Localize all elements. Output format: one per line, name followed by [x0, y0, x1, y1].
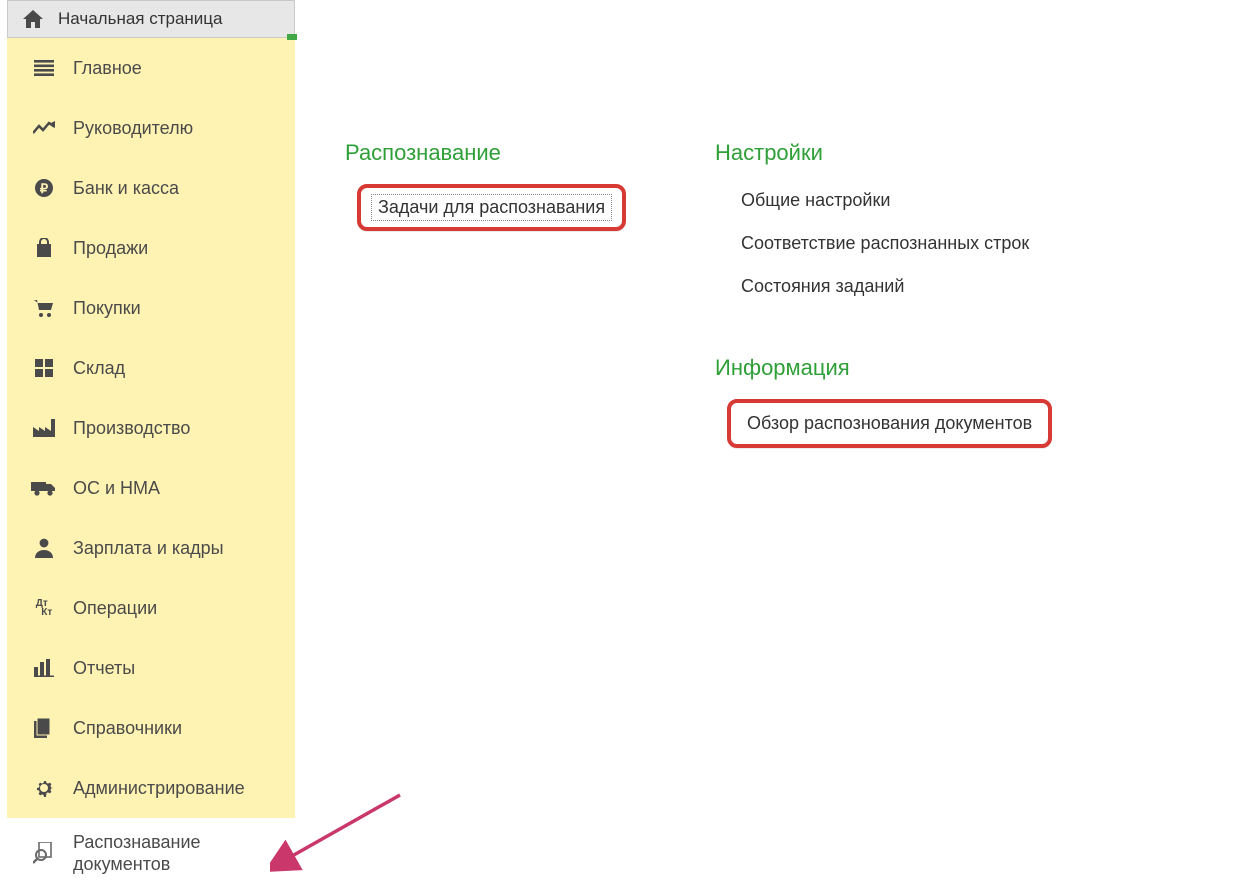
column-recognition: Распознавание Задачи для распознавания: [345, 140, 665, 490]
link-line-mapping[interactable]: Соответствие распознанных строк: [733, 227, 1037, 260]
sidebar-item-sales[interactable]: Продажи: [7, 218, 295, 278]
factory-icon: [31, 419, 57, 437]
sidebar-nav: Главное Руководителю ₽ Банк и касса: [7, 38, 295, 818]
ruble-icon: ₽: [31, 178, 57, 198]
sidebar-item-director[interactable]: Руководителю: [7, 98, 295, 158]
link-general-settings[interactable]: Общие настройки: [733, 184, 898, 217]
sidebar-item-label: Главное: [73, 58, 142, 79]
gear-icon: [31, 778, 57, 798]
sidebar-item-catalogs[interactable]: Справочники: [7, 698, 295, 758]
sidebar-item-hr[interactable]: Зарплата и кадры: [7, 518, 295, 578]
sidebar-item-label: Производство: [73, 418, 190, 439]
sidebar-item-label: Руководителю: [73, 118, 193, 139]
sidebar-item-label: Операции: [73, 598, 157, 619]
person-icon: [31, 538, 57, 558]
app-root: Начальная страница Главное Руководителю: [0, 0, 1240, 888]
link-task-states[interactable]: Состояния заданий: [733, 270, 912, 303]
bag-icon: [31, 238, 57, 258]
highlight-box: Обзор распознования документов: [727, 399, 1052, 448]
trend-icon: [31, 121, 57, 135]
sidebar-item-label: Покупки: [73, 298, 141, 319]
sidebar-tail: Распознавание документов: [7, 818, 295, 888]
sidebar-item-label: Банк и касса: [73, 178, 179, 199]
books-icon: [31, 718, 57, 738]
sidebar-item-purchases[interactable]: Покупки: [7, 278, 295, 338]
grid-icon: [31, 359, 57, 377]
cart-icon: [31, 299, 57, 317]
sidebar-item-label: Отчеты: [73, 658, 135, 679]
section-info: Информация Обзор распознования документо…: [715, 355, 1052, 448]
sidebar-item-recognition[interactable]: Распознавание документов: [7, 818, 295, 888]
sidebar: Начальная страница Главное Руководителю: [0, 0, 295, 888]
barchart-icon: [31, 659, 57, 677]
sidebar-item-label: Распознавание документов: [73, 831, 201, 876]
sidebar-item-label: ОС и НМА: [73, 478, 160, 499]
sidebar-item-label: Справочники: [73, 718, 182, 739]
link-recognition-tasks[interactable]: Задачи для распознавания: [371, 194, 612, 221]
columns: Распознавание Задачи для распознавания Н…: [345, 140, 1240, 490]
menu-icon: [31, 60, 57, 76]
sidebar-item-assets[interactable]: ОС и НМА: [7, 458, 295, 518]
sidebar-item-admin[interactable]: Администрирование: [7, 758, 295, 818]
section-title: Настройки: [715, 140, 1052, 166]
sidebar-item-label: Администрирование: [73, 778, 245, 799]
sidebar-item-bank[interactable]: ₽ Банк и касса: [7, 158, 295, 218]
section-title: Распознавание: [345, 140, 665, 166]
sidebar-item-reports[interactable]: Отчеты: [7, 638, 295, 698]
dtkt-icon: Дт Кт: [31, 599, 57, 617]
sidebar-item-production[interactable]: Производство: [7, 398, 295, 458]
link-recognition-overview[interactable]: Обзор распознования документов: [741, 409, 1038, 438]
home-icon: [22, 10, 44, 28]
svg-text:₽: ₽: [40, 181, 49, 196]
section-recognition: Распознавание Задачи для распознавания: [345, 140, 665, 231]
column-settings-info: Настройки Общие настройки Соответствие р…: [715, 140, 1052, 490]
truck-icon: [31, 480, 57, 496]
section-settings: Настройки Общие настройки Соответствие р…: [715, 140, 1052, 313]
highlight-box: Задачи для распознавания: [357, 184, 626, 231]
main-panel: Распознавание Задачи для распознавания Н…: [295, 0, 1240, 888]
sidebar-item-label: Склад: [73, 358, 125, 379]
sidebar-item-label: Зарплата и кадры: [73, 538, 224, 559]
sidebar-item-main[interactable]: Главное: [7, 38, 295, 98]
sidebar-home-item[interactable]: Начальная страница: [7, 0, 295, 38]
sidebar-home-label: Начальная страница: [58, 9, 223, 29]
section-title: Информация: [715, 355, 1052, 381]
sidebar-item-warehouse[interactable]: Склад: [7, 338, 295, 398]
sidebar-item-label: Продажи: [73, 238, 148, 259]
magnifier-doc-icon: [31, 842, 57, 864]
sidebar-item-operations[interactable]: Дт Кт Операции: [7, 578, 295, 638]
